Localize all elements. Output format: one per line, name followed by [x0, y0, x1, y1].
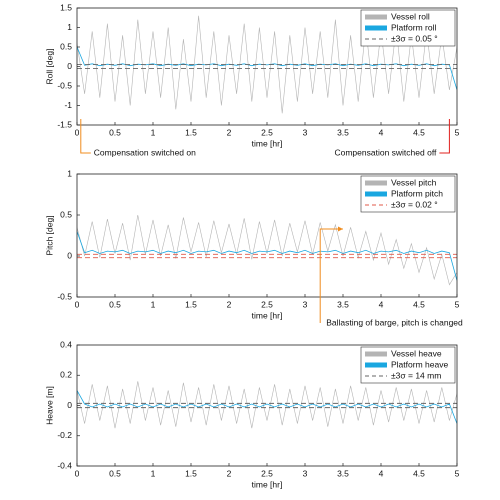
y-tick-label: 0	[67, 250, 72, 260]
y-tick-label: 1.5	[60, 2, 72, 12]
x-tick-label: 2	[227, 468, 232, 478]
y-tick-label: 0.5	[60, 209, 72, 219]
series-line	[77, 214, 457, 286]
x-tick-label: 3	[303, 127, 308, 137]
x-tick-label: 1.5	[185, 468, 197, 478]
x-tick-label: 0.5	[109, 299, 121, 309]
legend-label: Platform roll	[391, 22, 436, 32]
x-tick-label: 4.5	[413, 127, 425, 137]
panel: 0 0.5 1 1.5 2 2.5 3 3.5 4 4.5 5 -1.5 -1 -0.5 0 0.5 1 1.5 t…	[44, 2, 459, 157]
legend-label: Vessel heave	[391, 348, 442, 358]
x-tick-label: 2.5	[261, 468, 273, 478]
x-tick-label: 4.5	[413, 299, 425, 309]
legend-label: ±3σ = 14 mm	[391, 370, 441, 380]
x-axis-label: time [hr]	[252, 310, 283, 320]
y-tick-label: -0.5	[57, 80, 72, 90]
x-tick-label: 2	[227, 299, 232, 309]
series-line	[77, 390, 457, 424]
x-tick-label: 1.5	[185, 127, 197, 137]
y-tick-label: -1	[64, 100, 72, 110]
x-tick-label: 0.5	[109, 468, 121, 478]
y-tick-label: 0	[67, 400, 72, 410]
x-tick-label: 5	[455, 127, 460, 137]
x-tick-label: 5	[455, 468, 460, 478]
x-tick-label: 4	[379, 299, 384, 309]
annotation-line	[439, 119, 450, 154]
annotation-arrow	[319, 228, 343, 323]
legend-label: ±3σ = 0.02 °	[391, 199, 438, 209]
x-tick-label: 1	[151, 468, 156, 478]
y-tick-label: 1	[67, 168, 72, 178]
x-tick-label: 2.5	[261, 299, 273, 309]
arrow-head	[338, 226, 343, 232]
y-axis-label: Pitch [deg]	[44, 215, 54, 255]
legend-label: ±3σ = 0.05 °	[391, 33, 438, 43]
x-axis-label: time [hr]	[252, 479, 283, 489]
annotation: Compensation switched off	[334, 147, 437, 157]
series-line	[77, 15, 457, 114]
y-tick-label: 0	[67, 61, 72, 71]
plot-area	[77, 214, 457, 286]
legend-label: Platform heave	[391, 359, 448, 369]
plot-area	[77, 15, 457, 114]
annotation-line	[80, 119, 91, 154]
x-tick-label: 3	[303, 299, 308, 309]
x-tick-label: 3.5	[337, 299, 349, 309]
x-tick-label: 3.5	[337, 468, 349, 478]
x-tick-label: 0	[75, 127, 80, 137]
x-tick-label: 1	[151, 127, 156, 137]
x-axis-label: time [hr]	[252, 138, 283, 148]
y-tick-label: 0.2	[60, 370, 72, 380]
y-tick-label: -0.4	[57, 460, 72, 470]
annotation: Compensation switched on	[94, 147, 196, 157]
y-axis-label: Roll [deg]	[44, 49, 54, 85]
x-tick-label: 3.5	[337, 127, 349, 137]
legend-label: Platform pitch	[391, 188, 443, 198]
panel: 0 0.5 1 1.5 2 2.5 3 3.5 4 4.5 5 -0.4 -0.2 0 0.2 0.4 time…	[44, 339, 459, 489]
x-tick-label: 1	[151, 299, 156, 309]
y-axis-label: Heave [m]	[44, 386, 54, 425]
series-line	[77, 231, 457, 281]
legend-label: Vessel pitch	[391, 177, 437, 187]
x-tick-label: 4	[379, 127, 384, 137]
legend-label: Vessel roll	[391, 11, 430, 21]
plot-area	[77, 381, 457, 429]
x-tick-label: 4.5	[413, 468, 425, 478]
x-tick-label: 1.5	[185, 299, 197, 309]
y-tick-label: -0.5	[57, 291, 72, 301]
series-line	[77, 381, 457, 429]
y-tick-label: 0.5	[60, 41, 72, 51]
x-tick-label: 2	[227, 127, 232, 137]
y-tick-label: -1.5	[57, 119, 72, 129]
y-tick-label: -0.2	[57, 430, 72, 440]
x-tick-label: 3	[303, 468, 308, 478]
y-tick-label: 1	[67, 22, 72, 32]
x-tick-label: 0	[75, 299, 80, 309]
x-tick-label: 4	[379, 468, 384, 478]
x-tick-label: 0.5	[109, 127, 121, 137]
y-tick-label: 0.4	[60, 339, 72, 349]
x-tick-label: 5	[455, 299, 460, 309]
annotation: Ballasting of barge, pitch is changed	[326, 317, 463, 327]
x-tick-label: 2.5	[261, 127, 273, 137]
x-tick-label: 0	[75, 468, 80, 478]
